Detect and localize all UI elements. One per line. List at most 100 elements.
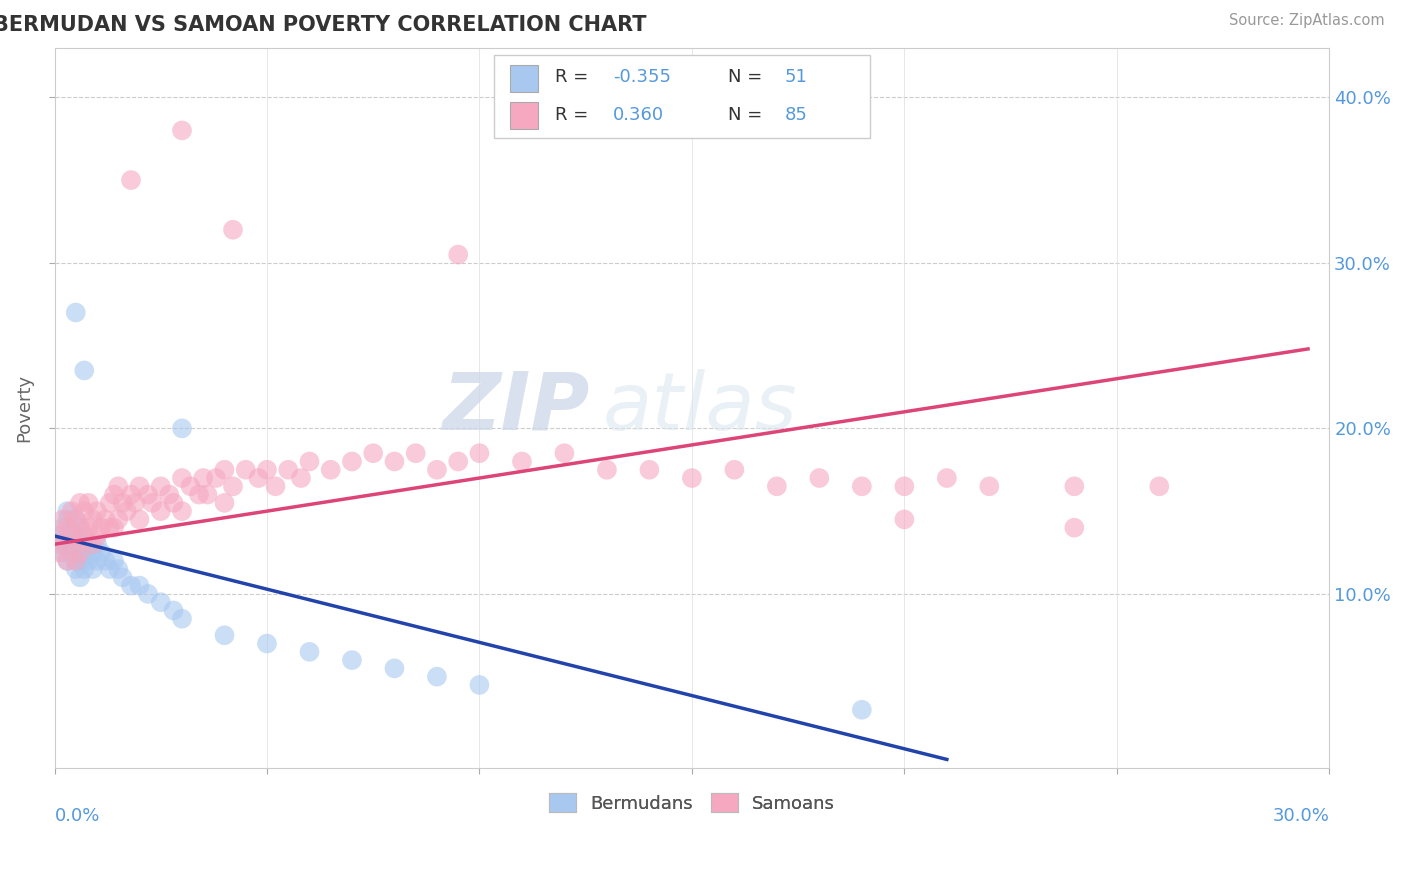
Point [107, 562, 129, 576]
Point [82, 562, 104, 576]
Point [77, 537, 100, 551]
Text: R =: R = [555, 68, 589, 87]
Point [340, 454, 363, 468]
Text: Source: ZipAtlas.com: Source: ZipAtlas.com [1229, 13, 1385, 29]
Point [149, 479, 172, 493]
Point [222, 223, 245, 237]
Point [124, 496, 146, 510]
Point [426, 670, 449, 684]
Point [73, 529, 96, 543]
Point [69, 554, 91, 568]
Point [69, 537, 91, 551]
Point [86, 529, 108, 543]
Point [48, 545, 70, 559]
Point [98, 521, 121, 535]
Point [94, 512, 117, 526]
Point [256, 636, 278, 650]
Point [56, 537, 79, 551]
Point [103, 554, 125, 568]
Point [766, 479, 789, 493]
Point [56, 554, 79, 568]
Point [94, 554, 117, 568]
Point [128, 512, 150, 526]
Point [638, 463, 661, 477]
Point [893, 512, 915, 526]
Point [468, 446, 491, 460]
Point [120, 579, 142, 593]
Point [935, 471, 957, 485]
Point [136, 487, 159, 501]
Point [77, 496, 100, 510]
Point [65, 512, 87, 526]
Text: N =: N = [727, 68, 762, 87]
Point [73, 504, 96, 518]
Point [298, 454, 321, 468]
Point [65, 305, 87, 319]
Point [60, 521, 83, 535]
Point [120, 487, 142, 501]
Point [103, 521, 125, 535]
Point [69, 570, 91, 584]
Point [52, 521, 75, 535]
Point [447, 247, 470, 261]
Point [98, 496, 121, 510]
Point [979, 479, 1001, 493]
Point [170, 504, 193, 518]
FancyBboxPatch shape [495, 55, 870, 137]
Point [82, 537, 104, 551]
Point [808, 471, 831, 485]
Point [197, 487, 219, 501]
Point [56, 554, 79, 568]
Point [214, 628, 236, 642]
Point [103, 487, 125, 501]
Point [69, 521, 91, 535]
Point [77, 521, 100, 535]
Point [107, 479, 129, 493]
Point [723, 463, 745, 477]
Text: N =: N = [727, 106, 762, 124]
Point [65, 537, 87, 551]
Point [1063, 479, 1085, 493]
Point [553, 446, 575, 460]
Text: 30.0%: 30.0% [1272, 807, 1329, 825]
Point [60, 529, 83, 543]
Point [65, 554, 87, 568]
Bar [509, 65, 537, 92]
Text: ZIP: ZIP [443, 368, 591, 447]
Point [65, 562, 87, 576]
Point [65, 512, 87, 526]
Point [214, 463, 236, 477]
Point [510, 454, 533, 468]
Point [60, 545, 83, 559]
Point [48, 529, 70, 543]
Text: BERMUDAN VS SAMOAN POVERTY CORRELATION CHART: BERMUDAN VS SAMOAN POVERTY CORRELATION C… [0, 15, 647, 35]
Point [98, 562, 121, 576]
Point [188, 487, 211, 501]
Point [851, 479, 873, 493]
Point [851, 703, 873, 717]
Point [193, 471, 215, 485]
Text: 85: 85 [785, 106, 808, 124]
Point [128, 479, 150, 493]
Point [86, 554, 108, 568]
Point [596, 463, 619, 477]
Point [107, 512, 129, 526]
Point [77, 554, 100, 568]
Point [69, 496, 91, 510]
Point [426, 463, 449, 477]
Point [170, 471, 193, 485]
Point [73, 545, 96, 559]
Point [90, 545, 112, 559]
Point [149, 504, 172, 518]
Point [1149, 479, 1171, 493]
Point [52, 537, 75, 551]
Point [447, 454, 470, 468]
Point [247, 471, 270, 485]
Point [170, 123, 193, 137]
Point [170, 612, 193, 626]
Point [128, 579, 150, 593]
Point [162, 603, 184, 617]
Point [205, 471, 228, 485]
Point [56, 512, 79, 526]
Point [179, 479, 201, 493]
